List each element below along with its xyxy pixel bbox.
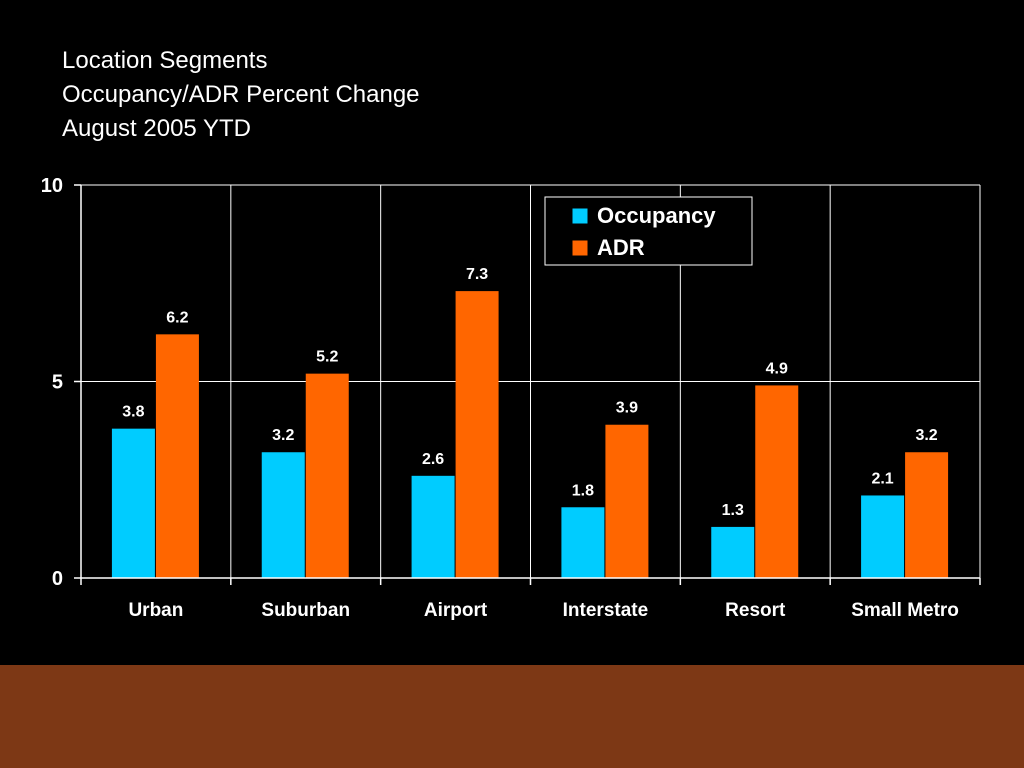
x-tick-label-0: Urban: [128, 600, 183, 621]
data-label-adr-0: 6.2: [166, 309, 188, 326]
y-tick-label-0: 0: [52, 568, 63, 590]
legend-label-occupancy: Occupancy: [597, 203, 716, 228]
legend-swatch-occupancy: [571, 207, 589, 225]
footer-band: [0, 665, 1024, 768]
bar-adr-5: [905, 452, 949, 578]
title-line-2: Occupancy/ADR Percent Change: [62, 81, 420, 108]
data-label-adr-3: 3.9: [616, 400, 638, 417]
bar-occupancy-2: [411, 475, 455, 578]
legend-swatch-adr: [571, 239, 589, 257]
bar-adr-1: [305, 373, 349, 578]
legend-label-adr: ADR: [597, 235, 645, 260]
data-label-occupancy-4: 1.3: [722, 502, 744, 519]
y-tick-label-2: 10: [41, 175, 63, 197]
data-label-adr-2: 7.3: [466, 266, 488, 283]
x-tick-label-2: Airport: [424, 600, 488, 621]
bar-occupancy-4: [711, 526, 755, 578]
data-label-occupancy-1: 3.2: [272, 427, 294, 444]
data-label-adr-1: 5.2: [316, 349, 338, 366]
x-tick-label-1: Suburban: [261, 600, 350, 621]
data-label-adr-5: 3.2: [915, 427, 937, 444]
data-label-occupancy-5: 2.1: [871, 470, 893, 487]
bar-occupancy-1: [261, 452, 305, 578]
data-label-occupancy-3: 1.8: [572, 482, 594, 499]
x-tick-label-5: Small Metro: [851, 600, 959, 621]
bar-occupancy-5: [861, 495, 905, 578]
bar-occupancy-0: [111, 428, 155, 578]
data-label-occupancy-0: 3.8: [122, 404, 144, 421]
bar-adr-0: [155, 334, 199, 578]
data-label-occupancy-2: 2.6: [422, 451, 444, 468]
title-line-3: August 2005 YTD: [62, 115, 252, 142]
bar-chart: 3.8 3.2 2.6 1.8 1.3 2.1 6.2 5.2 7.3 3.9 4.9 3.2 0 5 10…: [41, 175, 981, 621]
data-label-adr-4: 4.9: [766, 360, 788, 377]
bar-adr-3: [605, 424, 649, 578]
bar-adr-4: [755, 385, 799, 578]
x-tick-label-3: Interstate: [563, 600, 649, 621]
title-line-1: Location Segments: [62, 47, 268, 74]
y-tick-label-1: 5: [52, 372, 63, 394]
bar-occupancy-3: [561, 507, 605, 578]
bar-adr-2: [455, 291, 499, 578]
chart-title: Location Segments Occupancy/ADR Percent …: [62, 44, 420, 146]
x-tick-label-4: Resort: [725, 600, 786, 621]
